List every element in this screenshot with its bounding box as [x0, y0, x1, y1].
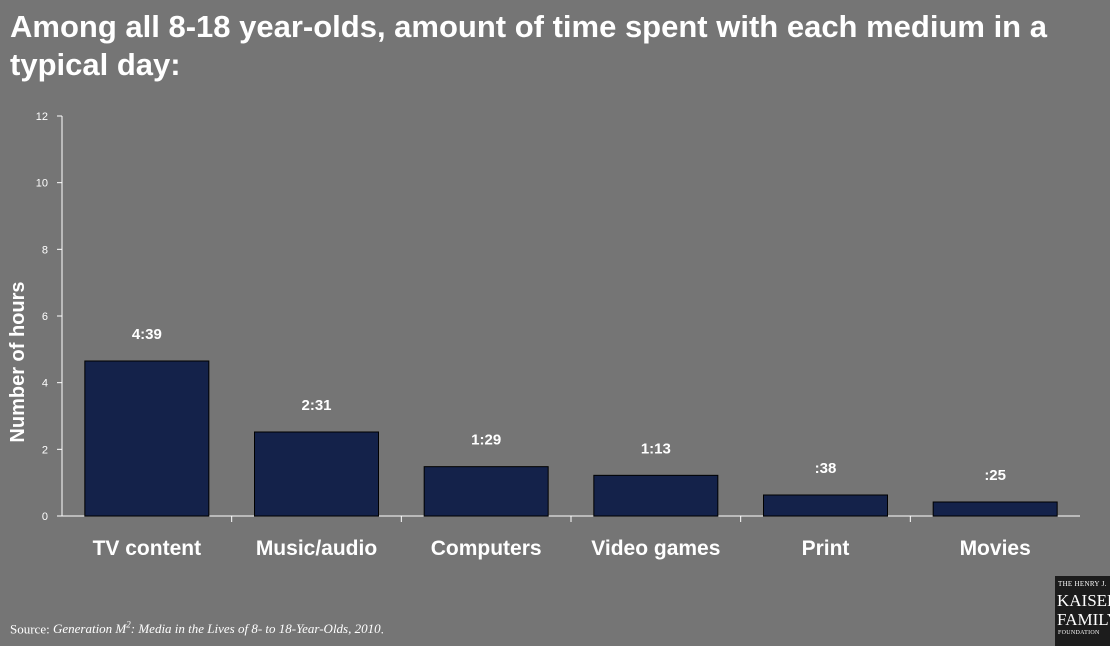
data-label: :38: [815, 460, 837, 477]
source-title: Generation M2: Media in the Lives of 8- …: [52, 620, 381, 637]
source-prefix: Source:: [10, 621, 53, 637]
y-tick-label: 6: [42, 311, 48, 323]
logo-line-2: KAISER: [1057, 591, 1110, 610]
data-label: 2:31: [301, 397, 331, 414]
source-end: .: [380, 621, 384, 637]
x-category-label: Music/audio: [256, 537, 377, 560]
data-label: 1:13: [641, 440, 671, 457]
bar-music-audio: [254, 431, 379, 517]
data-label: 1:29: [471, 432, 501, 449]
bar-chart: 0 2 4 6 8 10 12 Number of hours 4:39 TV content 2:…: [7, 111, 1080, 560]
data-label: 4:39: [132, 326, 162, 343]
x-category-label: TV content: [93, 537, 202, 560]
y-tick-label: 2: [42, 444, 48, 456]
bar-movies: [932, 501, 1058, 517]
x-category-label: Computers: [431, 537, 542, 560]
x-category-label: Print: [802, 537, 850, 560]
logo-line-1: THE HENRY J.: [1058, 580, 1107, 588]
source-title-main: Generation M: [52, 621, 127, 637]
source-note: Source: Generation M2: Media in the Live…: [10, 620, 384, 637]
x-category-label: Movies: [960, 537, 1031, 560]
y-tick-label: 4: [42, 378, 48, 390]
y-tick-label: 8: [42, 244, 48, 256]
logo-line-4: FOUNDATION: [1058, 630, 1100, 636]
bar-print: [763, 494, 888, 517]
source-title-superscript: 2: [126, 620, 131, 630]
y-tick-label: 10: [36, 178, 48, 190]
y-tick-label: 0: [42, 511, 48, 523]
y-tick-label: 12: [36, 111, 48, 123]
bar-tv-content: [84, 360, 210, 517]
foundation-logo: THE HENRY J. KAISER FAMILY FOUNDATION: [1055, 576, 1110, 646]
chart-title: Among all 8-18 year-olds, amount of time…: [10, 9, 1047, 82]
x-category-label: Video games: [591, 537, 720, 560]
logo-line-3: FAMILY: [1057, 610, 1110, 629]
data-label: :25: [984, 467, 1006, 484]
source-title-rest: : Media in the Lives of 8- to 18-Year-Ol…: [130, 621, 381, 637]
bar-video-games: [593, 474, 719, 517]
y-axis-title: Number of hours: [7, 281, 29, 442]
bar-computers: [423, 466, 549, 517]
